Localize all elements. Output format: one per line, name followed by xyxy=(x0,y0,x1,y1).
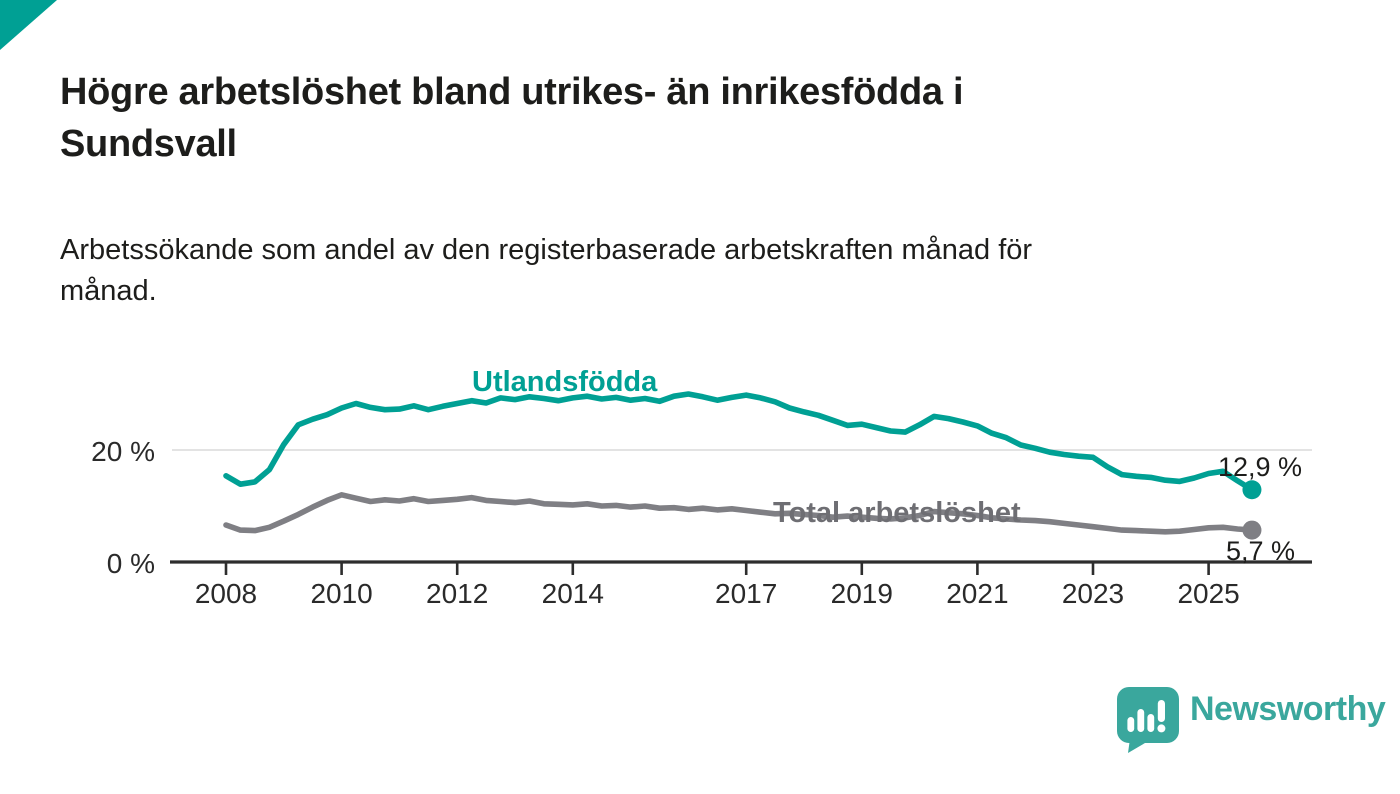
end-dot xyxy=(1242,520,1262,540)
x-tick-label: 2019 xyxy=(830,578,893,609)
page-title-line2: Sundsvall xyxy=(60,123,237,165)
y-tick-label-0: 0 % xyxy=(106,548,155,579)
end-dot xyxy=(1242,480,1262,500)
newsworthy-logo-icon xyxy=(1113,684,1183,754)
page-title: Högre arbetslöshet bland utrikes- än inr… xyxy=(60,66,1300,170)
series-label-utlandsfodda: Utlandsfödda xyxy=(472,366,658,398)
x-tick-label: 2017 xyxy=(715,578,778,609)
series-label-total-arbetsloshet: Total arbetslöshet xyxy=(773,497,1021,529)
data-lines xyxy=(223,391,1262,540)
x-tick-label: 2012 xyxy=(426,578,489,609)
y-tick-label-20: 20 % xyxy=(91,436,155,467)
x-tick-label: 2014 xyxy=(541,578,604,609)
x-tick-label: 2008 xyxy=(194,578,258,609)
line-total-arbetsl-shet xyxy=(223,491,1255,535)
page-title-line1: Högre arbetslöshet bland utrikes- än inr… xyxy=(60,71,964,113)
end-value-label-utlandsfodda: 12,9 % xyxy=(1218,452,1303,482)
bar-tall xyxy=(1137,709,1145,732)
line-utlandsf-dda xyxy=(223,391,1255,493)
exclamation-dot xyxy=(1157,724,1166,733)
exclamation-bar xyxy=(1157,700,1165,722)
bar-small xyxy=(1127,717,1135,732)
corner-accent-triangle xyxy=(0,0,57,50)
x-tick-label: 2010 xyxy=(310,578,373,609)
bar-medium xyxy=(1147,714,1155,732)
chart-subtitle-line2: månad. xyxy=(60,275,157,307)
newsworthy-wordmark: Newsworthy xyxy=(1190,690,1386,728)
x-tick-label: 2021 xyxy=(946,578,1009,609)
end-value-label-total: 5,7 % xyxy=(1226,536,1296,566)
x-tick-label: 2023 xyxy=(1061,578,1125,609)
chart-subtitle: Arbetssökande som andel av den registerb… xyxy=(60,230,1300,312)
chart-subtitle-line1: Arbetssökande som andel av den registerb… xyxy=(60,234,1033,266)
x-axis-ticks xyxy=(224,562,1210,575)
x-tick-label: 2025 xyxy=(1177,578,1240,609)
